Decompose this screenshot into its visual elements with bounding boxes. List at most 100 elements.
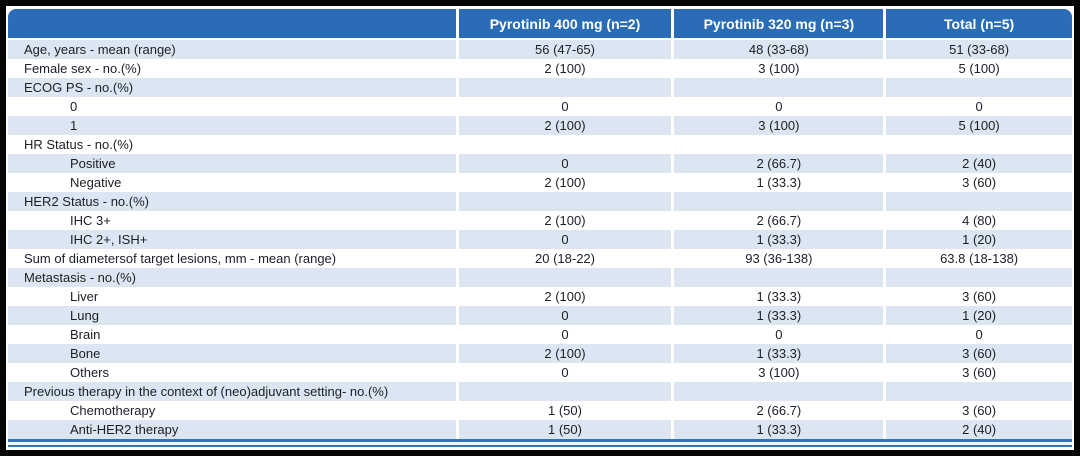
cell-value — [671, 192, 885, 211]
row-label: Bone — [8, 344, 457, 363]
row-label: Others — [8, 363, 457, 382]
cell-value: 0 — [455, 97, 673, 116]
cell-value: 0 — [883, 97, 1072, 116]
table-row: Previous therapy in the context of (neo)… — [8, 382, 1072, 401]
row-label: HR Status - no.(%) — [8, 135, 457, 154]
cell-value: 3 (60) — [883, 287, 1072, 306]
table-bottom-rule — [8, 439, 1072, 447]
cell-value: 2 (100) — [455, 116, 673, 135]
table-row: Others 0 3 (100) 3 (60) — [8, 363, 1072, 382]
header-col-pyrotinib-320: Pyrotinib 320 mg (n=3) — [671, 9, 885, 40]
table-row: IHC 3+ 2 (100) 2 (66.7) 4 (80) — [8, 211, 1072, 230]
cell-value: 3 (100) — [671, 363, 885, 382]
header-row: Pyrotinib 400 mg (n=2) Pyrotinib 320 mg … — [8, 9, 1072, 40]
row-label: Anti-HER2 therapy — [8, 420, 457, 439]
table-row: Female sex - no.(%) 2 (100) 3 (100) 5 (100) — [8, 59, 1072, 78]
row-label: 1 — [8, 116, 457, 135]
row-label: IHC 3+ — [8, 211, 457, 230]
table-row: Liver 2 (100) 1 (33.3) 3 (60) — [8, 287, 1072, 306]
cell-value: 1 (50) — [455, 401, 673, 420]
cell-value: 2 (40) — [883, 420, 1072, 439]
cell-value: 5 (100) — [883, 59, 1072, 78]
table-row: Negative 2 (100) 1 (33.3) 3 (60) — [8, 173, 1072, 192]
cell-value: 2 (66.7) — [671, 401, 885, 420]
table-row: Chemotherapy 1 (50) 2 (66.7) 3 (60) — [8, 401, 1072, 420]
table-row: Positive 0 2 (66.7) 2 (40) — [8, 154, 1072, 173]
cell-value: 1 (33.3) — [671, 344, 885, 363]
cell-value — [883, 78, 1072, 97]
cell-value: 2 (100) — [455, 59, 673, 78]
cell-value — [455, 78, 673, 97]
cell-value: 63.8 (18-138) — [883, 249, 1072, 268]
cell-value: 0 — [455, 154, 673, 173]
cell-value: 1 (33.3) — [671, 306, 885, 325]
baseline-characteristics-table: Pyrotinib 400 mg (n=2) Pyrotinib 320 mg … — [8, 9, 1072, 439]
header-col-pyrotinib-400: Pyrotinib 400 mg (n=2) — [455, 9, 673, 40]
cell-value: 1 (20) — [883, 306, 1072, 325]
cell-value: 0 — [455, 325, 673, 344]
cell-value: 1 (33.3) — [671, 420, 885, 439]
row-label: HER2 Status - no.(%) — [8, 192, 457, 211]
row-label: Liver — [8, 287, 457, 306]
table-row: Lung 0 1 (33.3) 1 (20) — [8, 306, 1072, 325]
cell-value — [883, 382, 1072, 401]
cell-value — [455, 135, 673, 154]
row-label: 0 — [8, 97, 457, 116]
cell-value — [671, 268, 885, 287]
cell-value: 1 (50) — [455, 420, 673, 439]
table-row: ECOG PS - no.(%) — [8, 78, 1072, 97]
cell-value: 0 — [455, 230, 673, 249]
row-label: IHC 2+, ISH+ — [8, 230, 457, 249]
cell-value: 0 — [883, 325, 1072, 344]
cell-value: 5 (100) — [883, 116, 1072, 135]
cell-value: 0 — [455, 306, 673, 325]
cell-value: 48 (33-68) — [671, 39, 885, 59]
row-label: Brain — [8, 325, 457, 344]
cell-value: 3 (60) — [883, 173, 1072, 192]
table-row: Sum of diametersof target lesions, mm - … — [8, 249, 1072, 268]
table-row: HR Status - no.(%) — [8, 135, 1072, 154]
cell-value: 1 (20) — [883, 230, 1072, 249]
cell-value — [671, 78, 885, 97]
table-frame: Pyrotinib 400 mg (n=2) Pyrotinib 320 mg … — [6, 6, 1074, 450]
table-body: Age, years - mean (range) 56 (47-65) 48 (3… — [8, 39, 1072, 439]
cell-value: 20 (18-22) — [455, 249, 673, 268]
cell-value — [455, 382, 673, 401]
cell-value: 2 (100) — [455, 211, 673, 230]
row-label: ECOG PS - no.(%) — [8, 78, 457, 97]
cell-value: 2 (100) — [455, 287, 673, 306]
cell-value: 2 (100) — [455, 173, 673, 192]
table-row: HER2 Status - no.(%) — [8, 192, 1072, 211]
row-label: Previous therapy in the context of (neo)… — [8, 382, 457, 401]
cell-value: 3 (100) — [671, 116, 885, 135]
cell-value: 0 — [671, 325, 885, 344]
cell-value — [883, 268, 1072, 287]
cell-value: 3 (60) — [883, 344, 1072, 363]
cell-value: 1 (33.3) — [671, 230, 885, 249]
table-row: Metastasis - no.(%) — [8, 268, 1072, 287]
cell-value: 51 (33-68) — [883, 39, 1072, 59]
row-label: Metastasis - no.(%) — [8, 268, 457, 287]
cell-value: 3 (60) — [883, 401, 1072, 420]
cell-value: 1 (33.3) — [671, 287, 885, 306]
cell-value: 0 — [455, 363, 673, 382]
row-label: Chemotherapy — [8, 401, 457, 420]
cell-value — [455, 192, 673, 211]
cell-value: 2 (66.7) — [671, 154, 885, 173]
table-row: Anti-HER2 therapy 1 (50) 1 (33.3) 2 (40) — [8, 420, 1072, 439]
header-col-total: Total (n=5) — [883, 9, 1072, 40]
cell-value: 56 (47-65) — [455, 39, 673, 59]
table-row: Age, years - mean (range) 56 (47-65) 48 (3… — [8, 39, 1072, 59]
cell-value: 1 (33.3) — [671, 173, 885, 192]
table-row: IHC 2+, ISH+ 0 1 (33.3) 1 (20) — [8, 230, 1072, 249]
table-row: Brain 0 0 0 — [8, 325, 1072, 344]
row-label: Positive — [8, 154, 457, 173]
cell-value — [455, 268, 673, 287]
cell-value: 93 (36-138) — [671, 249, 885, 268]
cell-value: 2 (40) — [883, 154, 1072, 173]
cell-value: 2 (100) — [455, 344, 673, 363]
row-label: Age, years - mean (range) — [8, 39, 457, 59]
cell-value: 3 (100) — [671, 59, 885, 78]
